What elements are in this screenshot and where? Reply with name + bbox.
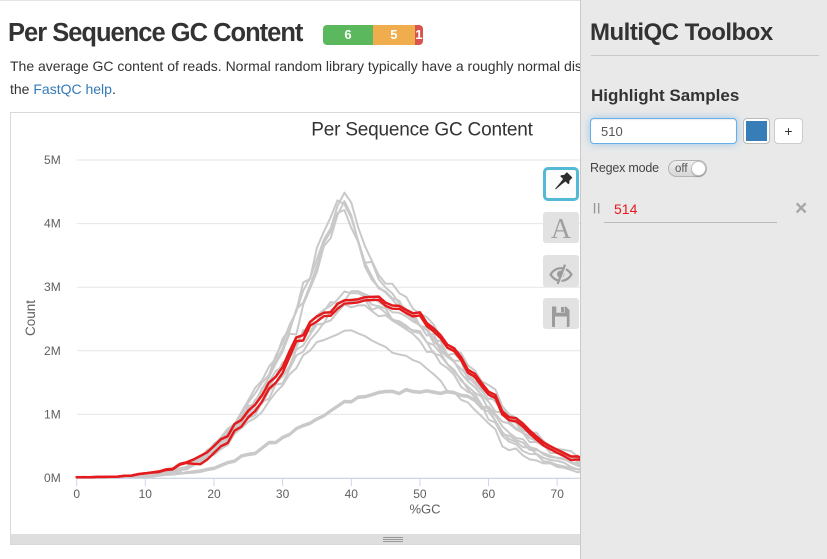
- svg-text:Per Sequence GC Content: Per Sequence GC Content: [311, 120, 533, 141]
- svg-text:20: 20: [207, 487, 221, 501]
- svg-text:4M: 4M: [44, 217, 61, 231]
- svg-text:0M: 0M: [44, 471, 61, 485]
- svg-text:5M: 5M: [44, 153, 61, 167]
- svg-text:30: 30: [276, 487, 290, 501]
- svg-text:%GC: %GC: [409, 502, 440, 517]
- svg-text:3M: 3M: [44, 280, 61, 294]
- svg-text:50: 50: [413, 487, 427, 501]
- svg-text:Count: Count: [23, 300, 38, 336]
- svg-text:40: 40: [345, 487, 359, 501]
- svg-text:0: 0: [73, 487, 80, 501]
- svg-text:70: 70: [551, 487, 565, 501]
- svg-text:60: 60: [482, 487, 496, 501]
- svg-text:10: 10: [139, 487, 153, 501]
- svg-text:1M: 1M: [44, 407, 61, 421]
- svg-text:2M: 2M: [44, 344, 61, 358]
